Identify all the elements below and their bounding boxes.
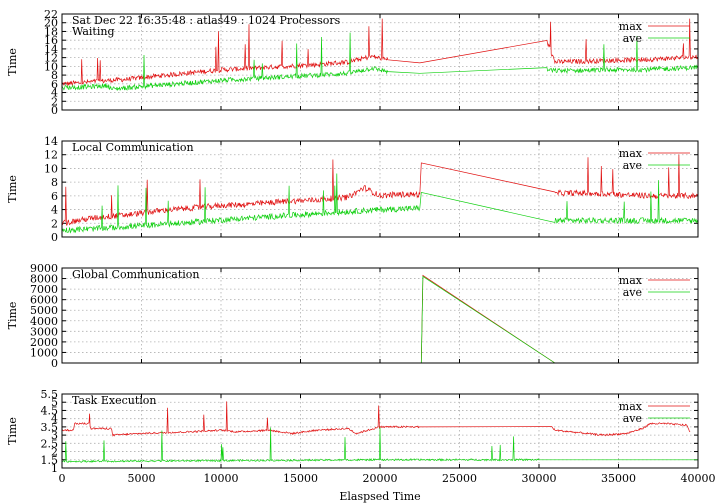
x-tick-label: 5000 [128, 472, 156, 485]
y-tick-label: 2 [51, 217, 58, 230]
y-tick-label: 4 [51, 413, 58, 426]
y-tick-label: 22 [44, 8, 58, 21]
series-line-max [62, 274, 556, 364]
y-tick-label: 14 [44, 135, 58, 148]
y-tick-label: 10 [44, 162, 58, 175]
y-tick-label: 18 [44, 25, 58, 38]
y-tick-label: 12 [44, 149, 58, 162]
y-tick-label: 3000 [30, 325, 58, 338]
legend-label-max: max [619, 20, 643, 33]
y-axis-label: Time [6, 48, 19, 76]
y-tick-label: 2 [51, 446, 58, 459]
y-tick-label: 6 [51, 78, 58, 91]
panel-subtitle: Waiting [72, 25, 115, 38]
y-tick-label: 12 [44, 52, 58, 65]
y-tick-label: 0 [51, 104, 58, 117]
legend-label-ave: ave [623, 286, 642, 299]
x-tick-label: 25000 [442, 472, 477, 485]
legend-label-max: max [619, 147, 643, 160]
y-tick-label: 4 [51, 204, 58, 217]
legend-label-max: max [619, 400, 643, 413]
y-tick-label: 1000 [30, 346, 58, 359]
y-tick-label: 3.5 [41, 421, 59, 434]
y-tick-label: 2000 [30, 336, 58, 349]
y-tick-label: 4.5 [41, 404, 59, 417]
legend-label-ave: ave [623, 32, 642, 45]
y-tick-label: 8 [51, 176, 58, 189]
series-line-max [62, 18, 699, 87]
series-line-ave [62, 275, 556, 364]
y-tick-label: 10 [44, 60, 58, 73]
legend-label-ave: ave [623, 412, 642, 425]
y-tick-label: 0 [51, 231, 58, 244]
y-tick-label: 1.5 [41, 454, 59, 467]
x-tick-label: 40000 [681, 472, 716, 485]
legend-label-ave: ave [623, 159, 642, 172]
x-axis-label: Elaspsed Time [339, 490, 420, 503]
y-tick-label: 4000 [30, 315, 58, 328]
y-axis-label: Time [6, 417, 19, 445]
y-tick-label: 3 [51, 429, 58, 442]
x-tick-label: 15000 [283, 472, 318, 485]
plot-frame [61, 393, 699, 469]
y-tick-label: 5000 [30, 304, 58, 317]
y-tick-label: 2.5 [41, 437, 59, 450]
panel-title: Sat Dec 22 16:35:48 : atlas49 : 1024 Pro… [72, 14, 341, 27]
y-tick-label: 6000 [30, 294, 58, 307]
series-line-ave [61, 427, 698, 463]
y-tick-label: 14 [44, 43, 58, 56]
series-line-ave [61, 32, 699, 92]
plot-frame [61, 13, 699, 111]
y-tick-label: 7000 [30, 283, 58, 296]
panel-title: Global Communication [72, 268, 200, 281]
series-line-ave [61, 173, 699, 234]
y-tick-label: 20 [44, 17, 58, 30]
plot-frame [61, 140, 699, 238]
panel-title: Task Execution [72, 394, 156, 407]
y-tick-label: 6 [51, 190, 58, 203]
x-tick-label: 0 [59, 472, 66, 485]
panel-title: Local Communication [72, 141, 194, 154]
legend-label-max: max [619, 274, 643, 287]
plot-frame [61, 267, 699, 364]
x-tick-label: 10000 [204, 472, 239, 485]
y-tick-label: 9000 [30, 262, 58, 275]
x-tick-label: 35000 [601, 472, 636, 485]
y-tick-label: 0 [51, 357, 58, 370]
y-tick-label: 8000 [30, 273, 58, 286]
y-tick-label: 4 [51, 87, 58, 100]
y-axis-label: Time [6, 302, 19, 330]
y-tick-label: 1 [51, 462, 58, 475]
y-tick-label: 16 [44, 34, 58, 47]
y-tick-label: 8 [51, 69, 58, 82]
x-tick-label: 20000 [363, 472, 398, 485]
series-line-max [61, 401, 691, 437]
y-tick-label: 5.5 [41, 388, 59, 401]
y-axis-label: Time [6, 175, 19, 203]
x-tick-label: 30000 [522, 472, 557, 485]
y-tick-label: 2 [51, 95, 58, 108]
y-tick-label: 5 [51, 396, 58, 409]
